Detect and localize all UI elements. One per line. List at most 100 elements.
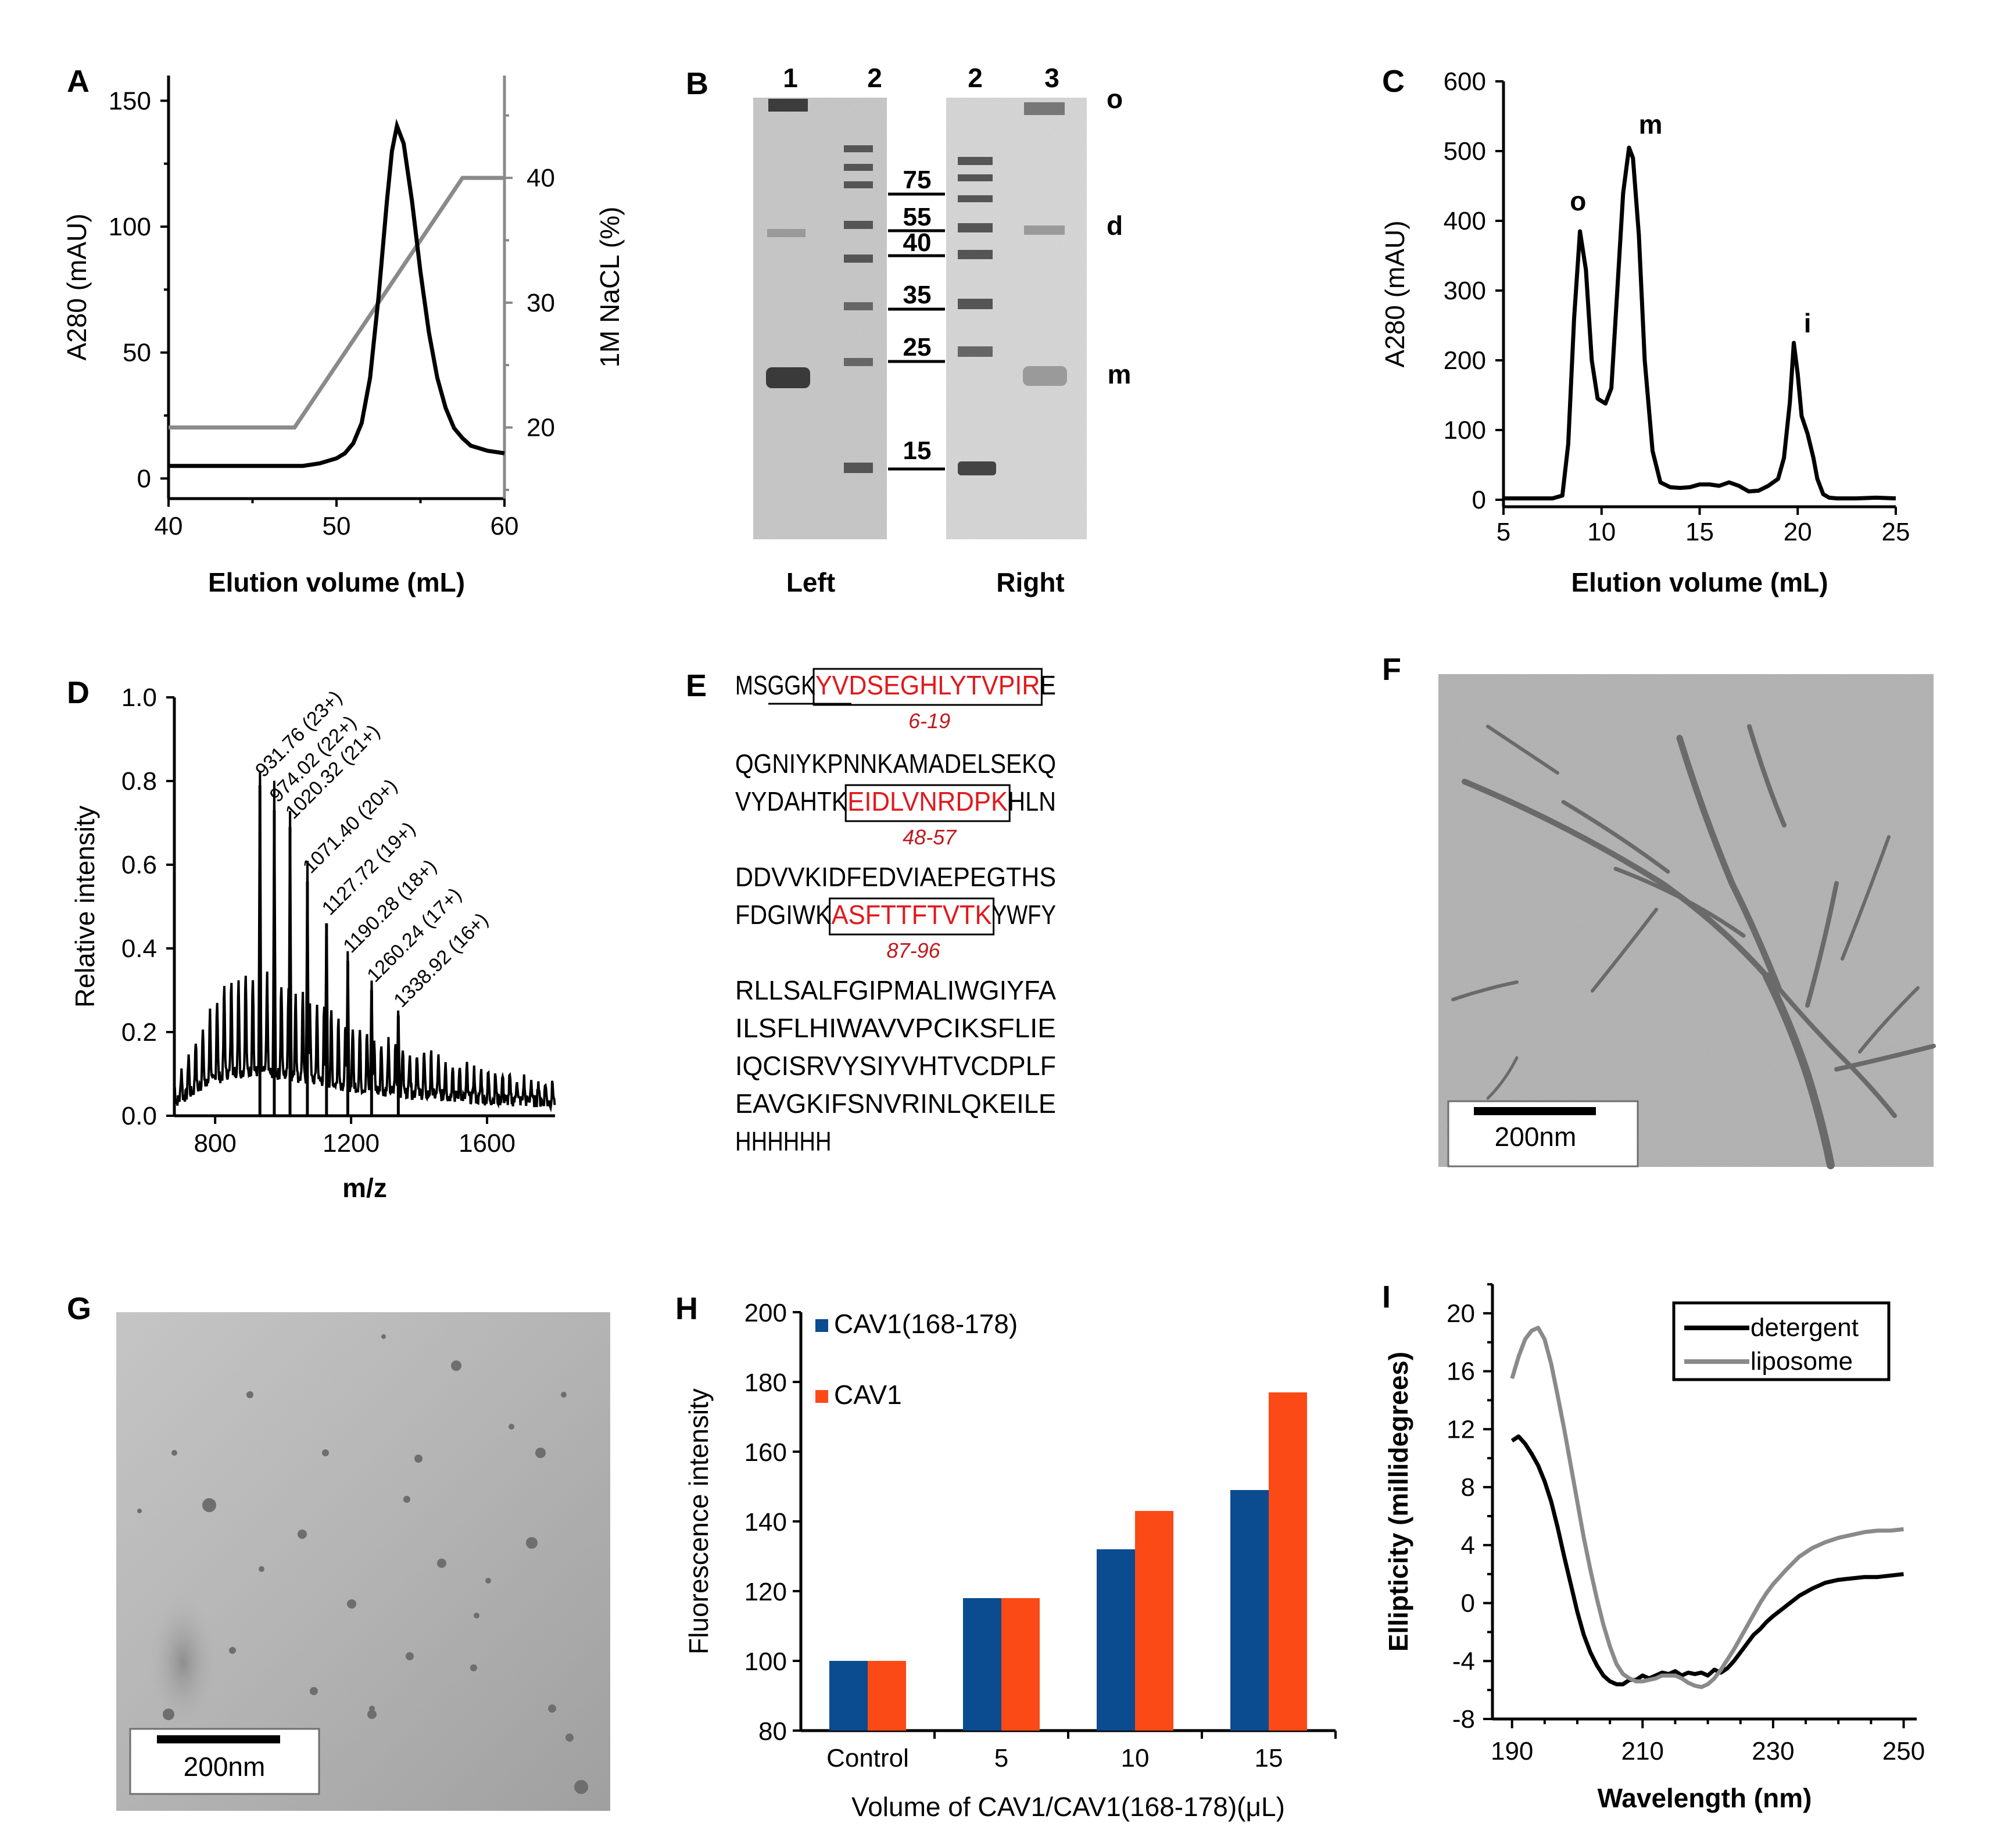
- chart-a-elution: 40 50 60 0 50 100 150 20 30 40 Elution volume (mL)…: [62, 76, 625, 597]
- y-tick-label: 1.0: [121, 683, 157, 712]
- gel-band-oligomer: [1024, 102, 1065, 115]
- sequence-text: YWFY: [992, 900, 1056, 930]
- marker-label: 40: [903, 228, 932, 257]
- y-axis-label: Relative intensity: [70, 805, 100, 1008]
- fragment-range: 48-57: [903, 825, 957, 849]
- chart-c-sec: 5 10 15 20 25 0 100 200 300 400 500 600 o m i Elution v…: [1380, 67, 1910, 597]
- panel-letter-g: G: [67, 1291, 91, 1326]
- panel-letter-i: I: [1382, 1280, 1391, 1315]
- sequence-text: RLLSALFGIPMALIWGIYFA: [735, 975, 1056, 1005]
- x-tick-label: Control: [826, 1744, 909, 1772]
- y-tick-label: 120: [744, 1578, 787, 1606]
- gel-band-dimer: [1024, 225, 1065, 235]
- series-a280-line: [169, 119, 505, 468]
- y-tick-label: 160: [744, 1438, 787, 1467]
- x-tick-label: 50: [323, 512, 351, 540]
- ladder-right: [958, 157, 996, 475]
- fragment-box: [844, 784, 1011, 822]
- x-tick-label: 15: [1255, 1744, 1283, 1772]
- y-tick-label: 400: [1444, 207, 1486, 235]
- series-a280-line: [1503, 145, 1896, 501]
- y-axis-label: A280 (mAU): [62, 213, 92, 360]
- series-line: [1510, 1434, 1904, 1686]
- marker-label: 25: [903, 333, 932, 361]
- legend-label: detergent: [1750, 1313, 1859, 1342]
- y-tick-label: 600: [1444, 67, 1486, 96]
- lane-number: 2: [867, 63, 882, 93]
- y-tick-label: 16: [1447, 1358, 1475, 1386]
- y-tick-label: 0: [1472, 486, 1486, 514]
- y-tick-label: 50: [123, 339, 151, 367]
- band-label-o: o: [1107, 84, 1123, 114]
- y2-tick-label: 30: [527, 289, 555, 317]
- x-tick-label: 15: [1685, 518, 1714, 546]
- chart-i-cd-spectrum: 190 210 230 250 -8 -4 0 4 8 12 16 20 detergent liposo…: [1383, 1283, 1925, 1813]
- bar: [829, 1661, 868, 1731]
- y-tick-label: 0.2: [121, 1018, 157, 1047]
- band-label-d: d: [1107, 210, 1123, 241]
- x-axis-label: Elution volume (mL): [208, 567, 465, 597]
- y-tick-label: 140: [744, 1508, 787, 1537]
- y-tick-label: 0.4: [121, 934, 157, 963]
- fibrils: [1451, 724, 1936, 1169]
- gel-band: [768, 99, 808, 112]
- y-tick-label: 0.6: [121, 851, 157, 879]
- ladder-left: [844, 145, 873, 473]
- lane-number: 1: [783, 63, 798, 93]
- scale-bar: [157, 1735, 280, 1743]
- tem-image-fibrils: 200nm: [1438, 674, 1936, 1169]
- panel-letter-a: A: [67, 64, 90, 99]
- x-tick-label: 230: [1752, 1737, 1794, 1765]
- y-tick-label: 200: [1444, 346, 1486, 375]
- y-tick-label: 20: [1447, 1299, 1475, 1328]
- sequence-text: FDGIWK: [735, 900, 832, 930]
- sequence-text: DDVVKIDFEDVIAEPEGTHS: [735, 862, 1056, 892]
- y-tick-label: 0: [1461, 1589, 1475, 1618]
- panel-letter-d: D: [67, 675, 90, 710]
- particles: [137, 1334, 588, 1794]
- x-tick-label: 5: [994, 1744, 1008, 1772]
- series-line: [1510, 1326, 1904, 1689]
- bar: [1269, 1392, 1307, 1731]
- y-tick-label: 200: [744, 1299, 787, 1327]
- fragment-sequence: ASFTTFTVTK: [832, 900, 992, 930]
- x-axis-label: Volume of CAV1/CAV1(168-178)(μL): [851, 1792, 1285, 1822]
- legend-swatch: [815, 1319, 828, 1332]
- panel-letter-b: B: [686, 66, 708, 101]
- y2-tick-label: 40: [527, 164, 555, 192]
- y-tick-label: 8: [1461, 1473, 1475, 1502]
- lane-number: 3: [1044, 63, 1059, 93]
- y-axis-label: Ellipticity (millidegrees): [1383, 1352, 1413, 1652]
- marker-lines: [888, 192, 945, 471]
- sequence-text: QGNIYKPNNKAMADELSEKQ: [735, 748, 1056, 779]
- y-tick-label: 12: [1447, 1415, 1475, 1444]
- x-tick-label: 190: [1491, 1737, 1533, 1765]
- sequence-panel: MSGGK YVDSEGHLYTVPIR 6-19 E QGNIYKPNNKAMADEL…: [735, 668, 1056, 1156]
- marker-label: 75: [903, 166, 932, 194]
- gel-panel: 1 2 2 3 75 55 40 35 25 15 o d m Left Rig…: [753, 63, 1131, 597]
- gel-band-monomer: [1023, 366, 1067, 386]
- legend-label: CAV1(168-178): [834, 1309, 1018, 1339]
- y-axis-label: Fluorescence intensity: [683, 1388, 714, 1654]
- y-tick-label: 0.8: [121, 767, 157, 796]
- panel-letter-f: F: [1382, 652, 1401, 687]
- spectrum-trace: [173, 772, 556, 1113]
- bar: [1230, 1490, 1269, 1731]
- panel-letter-e: E: [686, 668, 707, 703]
- x-tick-label: 10: [1121, 1744, 1150, 1772]
- y2-tick-label: 20: [527, 414, 555, 442]
- fragment-box: [812, 668, 1043, 706]
- bar: [1001, 1598, 1040, 1731]
- band-label-m: m: [1108, 359, 1132, 389]
- peak-label: i: [1804, 308, 1812, 338]
- x-tick-label: 5: [1497, 518, 1510, 546]
- x-axis-label: Wavelength (nm): [1598, 1783, 1812, 1813]
- y-tick-label: 150: [109, 87, 151, 115]
- fragment-range: 87-96: [887, 939, 941, 962]
- fragment-range: 6-19: [908, 709, 950, 733]
- sequence-text: EAVGKIFSNVRINLQKEILE: [735, 1088, 1056, 1119]
- x-tick-label: 800: [194, 1129, 236, 1158]
- marker-label: 15: [903, 436, 932, 465]
- gel-label-right: Right: [996, 567, 1065, 597]
